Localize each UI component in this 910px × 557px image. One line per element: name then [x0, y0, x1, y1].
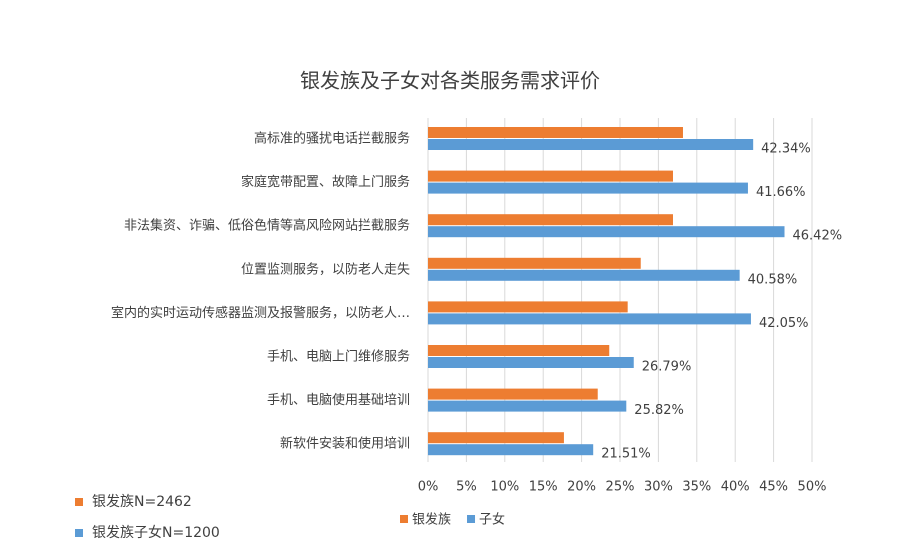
- note-text: 银发族子女N=1200: [92, 524, 220, 541]
- bar: [428, 345, 610, 356]
- x-tick-label: 25%: [606, 480, 635, 495]
- bar: [428, 182, 748, 194]
- bar: [428, 400, 627, 412]
- value-label: 42.34%: [761, 142, 811, 157]
- value-label: 41.66%: [756, 185, 806, 200]
- x-tick-label: 10%: [490, 480, 519, 495]
- legend-label: 子女: [479, 512, 505, 528]
- y-tick-label: 高标准的骚扰电话拦截服务: [254, 131, 410, 147]
- value-label: 42.05%: [759, 316, 809, 331]
- y-tick-label: 手机、电脑上门维修服务: [267, 349, 410, 365]
- y-tick-label: 家庭宽带配置、故障上门服务: [241, 174, 410, 190]
- value-label: 21.51%: [601, 447, 651, 462]
- bar: [428, 257, 641, 269]
- bar: [428, 301, 628, 313]
- x-tick-label: 45%: [759, 480, 788, 495]
- value-label: 46.42%: [793, 229, 843, 244]
- bar: [428, 388, 598, 400]
- bar: [428, 357, 634, 368]
- x-tick-label: 30%: [644, 480, 673, 495]
- bar: [428, 127, 683, 138]
- y-tick-label: 手机、电脑使用基础培训: [267, 392, 410, 408]
- x-tick-label: 5%: [456, 480, 477, 495]
- bar: [428, 226, 785, 238]
- y-tick-label: 新软件安装和使用培训: [280, 436, 410, 452]
- y-tick-label: 位置监测服务，以防老人走失: [241, 261, 410, 277]
- legend-swatch: [400, 515, 408, 523]
- value-label: 40.58%: [748, 272, 798, 287]
- x-tick-label: 15%: [529, 480, 558, 495]
- x-tick-label: 40%: [721, 480, 750, 495]
- bar: [428, 269, 740, 281]
- bar: [428, 444, 594, 456]
- legend-label: 银发族: [412, 512, 451, 528]
- bar: [428, 139, 754, 150]
- y-tick-label: 室内的实时运动传感器监测及报警服务，以防老人…: [111, 305, 410, 321]
- value-label: 26.79%: [642, 360, 692, 375]
- value-label: 25.82%: [634, 403, 684, 418]
- bar: [428, 170, 673, 182]
- y-tick-label: 非法集资、诈骗、低俗色情等高风险网站拦截服务: [124, 218, 410, 234]
- x-tick-label: 50%: [798, 480, 827, 495]
- note-swatch: [75, 498, 83, 506]
- chart-title: 银发族及子女对各类服务需求评价: [300, 69, 600, 93]
- note-swatch: [75, 529, 83, 537]
- bar: [428, 313, 751, 325]
- note-text: 银发族N=2462: [92, 494, 192, 510]
- legend-swatch: [467, 515, 476, 523]
- x-tick-label: 35%: [682, 480, 711, 495]
- x-tick-label: 0%: [418, 480, 439, 495]
- x-tick-label: 20%: [567, 480, 596, 495]
- bar: [428, 432, 564, 444]
- bar: [428, 214, 673, 226]
